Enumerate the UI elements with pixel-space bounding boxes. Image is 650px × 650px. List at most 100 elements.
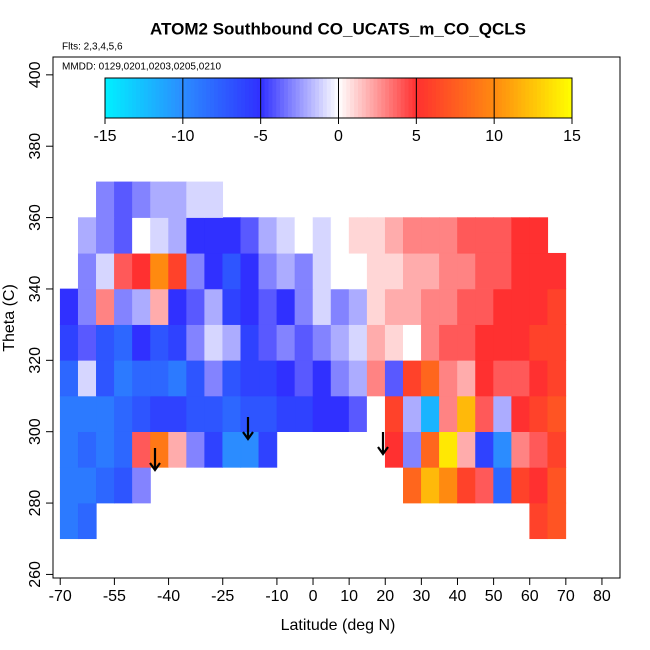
colorbar-swatch xyxy=(147,78,153,118)
cell xyxy=(222,395,242,432)
colorbar-swatch xyxy=(315,78,320,118)
colorbar-swatch xyxy=(237,78,242,118)
cell xyxy=(403,431,422,468)
cell xyxy=(96,181,115,218)
colorbar-swatch xyxy=(556,78,561,118)
arrow xyxy=(377,432,389,456)
cell xyxy=(114,181,133,218)
colorbar-swatch xyxy=(311,78,316,118)
cell xyxy=(348,324,368,361)
cell xyxy=(222,431,242,468)
cell xyxy=(511,288,531,325)
colorbar-swatch xyxy=(155,78,160,118)
cell xyxy=(222,360,242,397)
colorbar-swatch xyxy=(435,78,441,118)
colorbar-swatch xyxy=(381,78,386,118)
cell xyxy=(330,217,350,254)
cell xyxy=(204,431,224,468)
cell xyxy=(132,252,151,290)
colorbar-swatch xyxy=(373,78,378,118)
cell xyxy=(240,217,260,254)
colorbar-swatch xyxy=(206,78,211,118)
colorbar-swatch xyxy=(568,78,573,118)
cell xyxy=(511,360,531,397)
cell xyxy=(529,360,549,397)
colorbar-swatch xyxy=(455,78,460,118)
colorbar-swatch xyxy=(564,78,569,118)
cell xyxy=(150,252,169,290)
y-tick-label: 400 xyxy=(27,61,44,88)
arrow xyxy=(242,417,254,441)
cell xyxy=(439,324,458,361)
cell xyxy=(240,288,260,325)
cell xyxy=(403,467,422,504)
cell xyxy=(240,360,260,397)
colorbar-swatch xyxy=(342,78,347,118)
cell xyxy=(204,324,224,361)
cell xyxy=(59,431,79,468)
colorbar-swatch xyxy=(182,78,188,118)
colorbar-swatch xyxy=(276,78,281,118)
colorbar-swatch xyxy=(443,78,448,118)
cell xyxy=(150,360,169,397)
cell xyxy=(475,324,494,361)
colorbar-tick-label: 15 xyxy=(563,128,581,145)
cell xyxy=(204,181,224,218)
cell xyxy=(493,217,512,254)
cell xyxy=(330,252,350,290)
cell xyxy=(511,395,531,432)
cell xyxy=(132,324,151,361)
cell xyxy=(366,252,386,290)
colorbar-swatch xyxy=(159,78,164,118)
colorbar-swatch xyxy=(175,78,180,118)
cell xyxy=(132,360,151,397)
cell xyxy=(457,467,476,504)
cell xyxy=(439,467,458,504)
colorbar-swatch xyxy=(478,78,483,118)
cell xyxy=(475,467,494,504)
cell xyxy=(529,288,549,325)
cell xyxy=(384,288,404,325)
cell xyxy=(475,252,494,290)
cell xyxy=(132,217,151,254)
cell xyxy=(493,288,512,325)
colorbar-swatch xyxy=(369,78,375,118)
colorbar-swatch xyxy=(346,78,351,118)
cell xyxy=(457,288,476,325)
colorbar-swatch xyxy=(420,78,425,118)
colorbar-swatch xyxy=(486,78,491,118)
cell xyxy=(312,217,332,254)
colorbar-swatch xyxy=(217,78,223,118)
cell xyxy=(77,288,97,325)
cell xyxy=(168,252,187,290)
cell xyxy=(529,431,549,468)
cell xyxy=(384,431,404,468)
colorbar-swatch xyxy=(377,78,382,118)
cell xyxy=(150,217,169,254)
cell xyxy=(403,288,422,325)
colorbar-swatch xyxy=(136,78,141,118)
colorbar-swatch xyxy=(256,78,262,118)
cell xyxy=(439,217,458,254)
colorbar-swatch xyxy=(494,78,499,118)
colorbar-swatch xyxy=(334,78,339,118)
colorbar-tick-label: 0 xyxy=(334,128,343,145)
cell xyxy=(547,502,567,540)
cell xyxy=(312,288,332,325)
colorbar-swatch xyxy=(529,78,534,118)
colorbar-swatch xyxy=(245,78,250,118)
cell xyxy=(529,395,549,432)
cell xyxy=(168,431,187,468)
cell xyxy=(421,467,440,504)
y-tick-label: 260 xyxy=(27,561,44,588)
cell xyxy=(204,252,224,290)
cell xyxy=(132,288,151,325)
colorbar-swatch xyxy=(338,78,343,118)
x-tick-label: -10 xyxy=(265,588,288,605)
colorbar-swatch xyxy=(268,78,273,118)
cell xyxy=(294,252,314,290)
cell xyxy=(77,467,97,504)
colorbar-swatch xyxy=(357,78,363,118)
y-tick-label: 360 xyxy=(27,204,44,231)
